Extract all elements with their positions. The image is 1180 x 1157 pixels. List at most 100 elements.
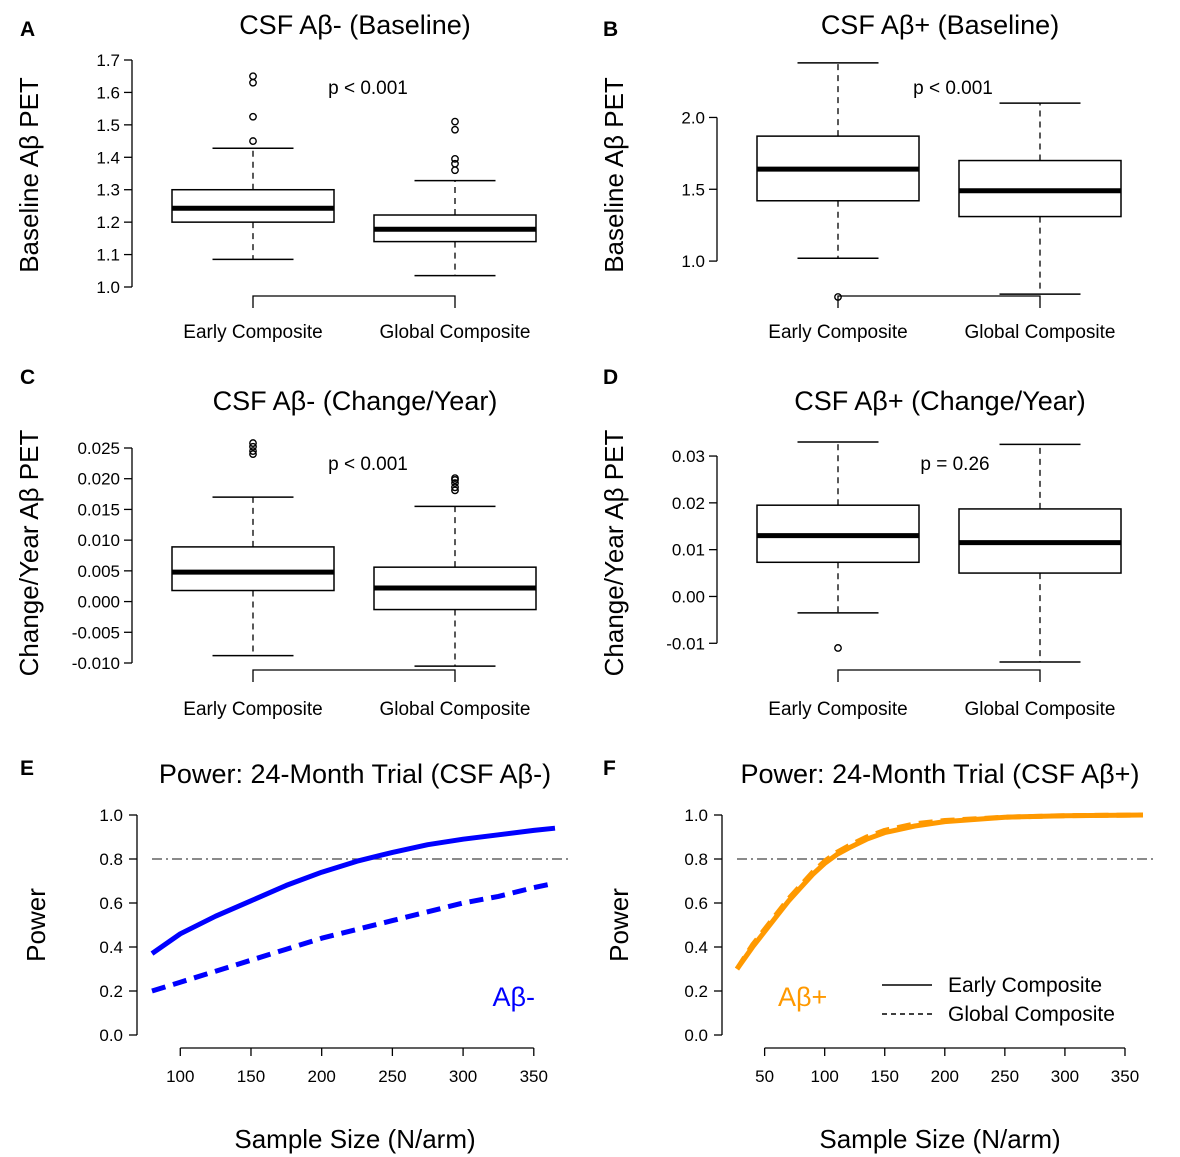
outlier-point	[249, 450, 257, 459]
y-tick-label: 0.020	[77, 470, 120, 489]
legend-label-global: Global Composite	[948, 1003, 1115, 1026]
box-early-composite	[171, 439, 335, 657]
x-tick-label: 300	[1051, 1067, 1079, 1086]
x-tick-label: 350	[520, 1067, 548, 1086]
box-global-composite	[373, 474, 537, 667]
panel-letter: C	[20, 366, 35, 389]
box-global-composite	[958, 102, 1122, 295]
outlier-point	[451, 117, 459, 126]
y-axis-label: Power	[604, 888, 634, 962]
y-tick-label: 1.0	[96, 278, 120, 297]
y-tick-label: 1.7	[96, 51, 120, 70]
y-tick-label: 1.1	[96, 246, 120, 265]
early-composite-curve	[734, 812, 1144, 971]
p-value-annotation: p < 0.001	[913, 78, 993, 99]
legend: Early Composite Global Composite	[882, 974, 1115, 1026]
y-tick-label: 0.000	[77, 593, 120, 612]
outlier-point	[249, 112, 257, 121]
box-early-composite	[756, 62, 920, 301]
panel-letter: B	[603, 18, 618, 41]
y-tick-label: 1.3	[96, 181, 120, 200]
group-annotation: Aβ+	[778, 982, 827, 1012]
x-tick-label: 250	[991, 1067, 1019, 1086]
y-tick-label: 0.010	[77, 531, 120, 550]
outlier-point	[249, 447, 257, 455]
outlier-point	[249, 137, 257, 145]
early-composite-curve	[150, 825, 556, 956]
legend-label-early: Early Composite	[948, 974, 1102, 997]
outlier-point	[451, 474, 459, 482]
y-tick-label: 0.4	[684, 938, 708, 957]
group-annotation: Aβ-	[492, 982, 535, 1012]
chart-title: CSF Aβ- (Baseline)	[239, 10, 471, 40]
x-axis-bracket	[837, 295, 1041, 308]
y-tick-label: 1.2	[96, 213, 120, 232]
y-tick-label: 0.0	[99, 1026, 123, 1045]
x-axis-bracket	[252, 295, 456, 308]
outlier-point	[249, 78, 257, 87]
panel-c: C CSF Aβ- (Change/Year) Change/Year Aβ PET…	[14, 366, 537, 720]
y-tick-label: 1.4	[96, 148, 120, 167]
chart-title: CSF Aβ+ (Change/Year)	[794, 386, 1085, 416]
y-tick-label: 0.0	[684, 1026, 708, 1045]
chart-title: CSF Aβ+ (Baseline)	[821, 10, 1059, 40]
y-tick-label: -0.010	[72, 654, 120, 673]
y-tick-label: 0.8	[99, 850, 123, 869]
chart-title: Power: 24-Month Trial (CSF Aβ-)	[159, 759, 551, 789]
x-tick-label: 250	[378, 1067, 406, 1086]
y-tick-label: 2.0	[681, 108, 705, 127]
category-label: Global Composite	[379, 322, 530, 343]
outlier-point	[451, 125, 459, 134]
panel-letter: D	[603, 366, 618, 389]
outlier-point	[451, 159, 459, 168]
category-label: Global Composite	[964, 699, 1115, 720]
y-tick-label: 0.2	[684, 982, 708, 1001]
outlier-point	[451, 486, 459, 495]
outlier-point	[451, 479, 459, 487]
x-axis-bracket	[837, 669, 1041, 682]
panel-letter: E	[20, 757, 34, 780]
category-label: Early Composite	[768, 699, 907, 720]
y-tick-label: 0.6	[684, 894, 708, 913]
y-tick-label: 1.0	[681, 252, 705, 271]
panel-d: D CSF Aβ+ (Change/Year) Change/Year Aβ PET…	[599, 366, 1122, 720]
x-tick-label: 150	[871, 1067, 899, 1086]
panel-b: B CSF Aβ+ (Baseline) Baseline Aβ PET 1.0 1.5…	[599, 10, 1122, 343]
y-tick-label: 0.8	[684, 850, 708, 869]
outlier-point	[249, 439, 257, 447]
x-axis-bracket	[252, 669, 456, 682]
p-value-annotation: p < 0.001	[328, 78, 408, 99]
y-tick-label: 0.015	[77, 500, 120, 519]
panel-a: A CSF Aβ- (Baseline) Baseline Aβ PET 1.0 1.1…	[14, 10, 537, 343]
y-axis-label: Baseline Aβ PET	[599, 77, 629, 273]
y-tick-label: 0.01	[672, 541, 705, 560]
x-tick-label: 350	[1111, 1067, 1139, 1086]
outlier-point	[451, 166, 459, 175]
outlier-point	[451, 155, 459, 163]
global-composite-curve	[151, 880, 556, 994]
x-tick-label: 100	[810, 1067, 838, 1086]
outlier-point	[249, 72, 257, 81]
y-tick-label: 1.0	[684, 806, 708, 825]
p-value-annotation: p < 0.001	[328, 454, 408, 475]
y-axis-label: Baseline Aβ PET	[14, 77, 44, 273]
y-tick-label: 1.6	[96, 83, 120, 102]
box-global-composite	[958, 443, 1122, 663]
y-tick-label: 1.0	[99, 806, 123, 825]
y-tick-label: 0.005	[77, 562, 120, 581]
category-label: Global Composite	[964, 322, 1115, 343]
category-label: Early Composite	[183, 699, 322, 720]
y-tick-label: 0.6	[99, 894, 123, 913]
box-early-composite	[171, 72, 335, 261]
x-tick-label: 200	[307, 1067, 335, 1086]
y-tick-label: 0.03	[672, 447, 705, 466]
panel-letter: F	[603, 757, 616, 780]
y-axis-label: Change/Year Aβ PET	[14, 430, 44, 677]
chart-title: Power: 24-Month Trial (CSF Aβ+)	[741, 759, 1140, 789]
panel-e: E Power: 24-Month Trial (CSF Aβ-) Power Sam…	[20, 757, 572, 1154]
outlier-point	[249, 442, 257, 451]
y-tick-label: 0.4	[99, 938, 123, 957]
panel-f: F Power: 24-Month Trial (CSF Aβ+) Power Sam…	[603, 757, 1157, 1154]
x-tick-label: 300	[449, 1067, 477, 1086]
x-tick-label: 50	[755, 1067, 774, 1086]
